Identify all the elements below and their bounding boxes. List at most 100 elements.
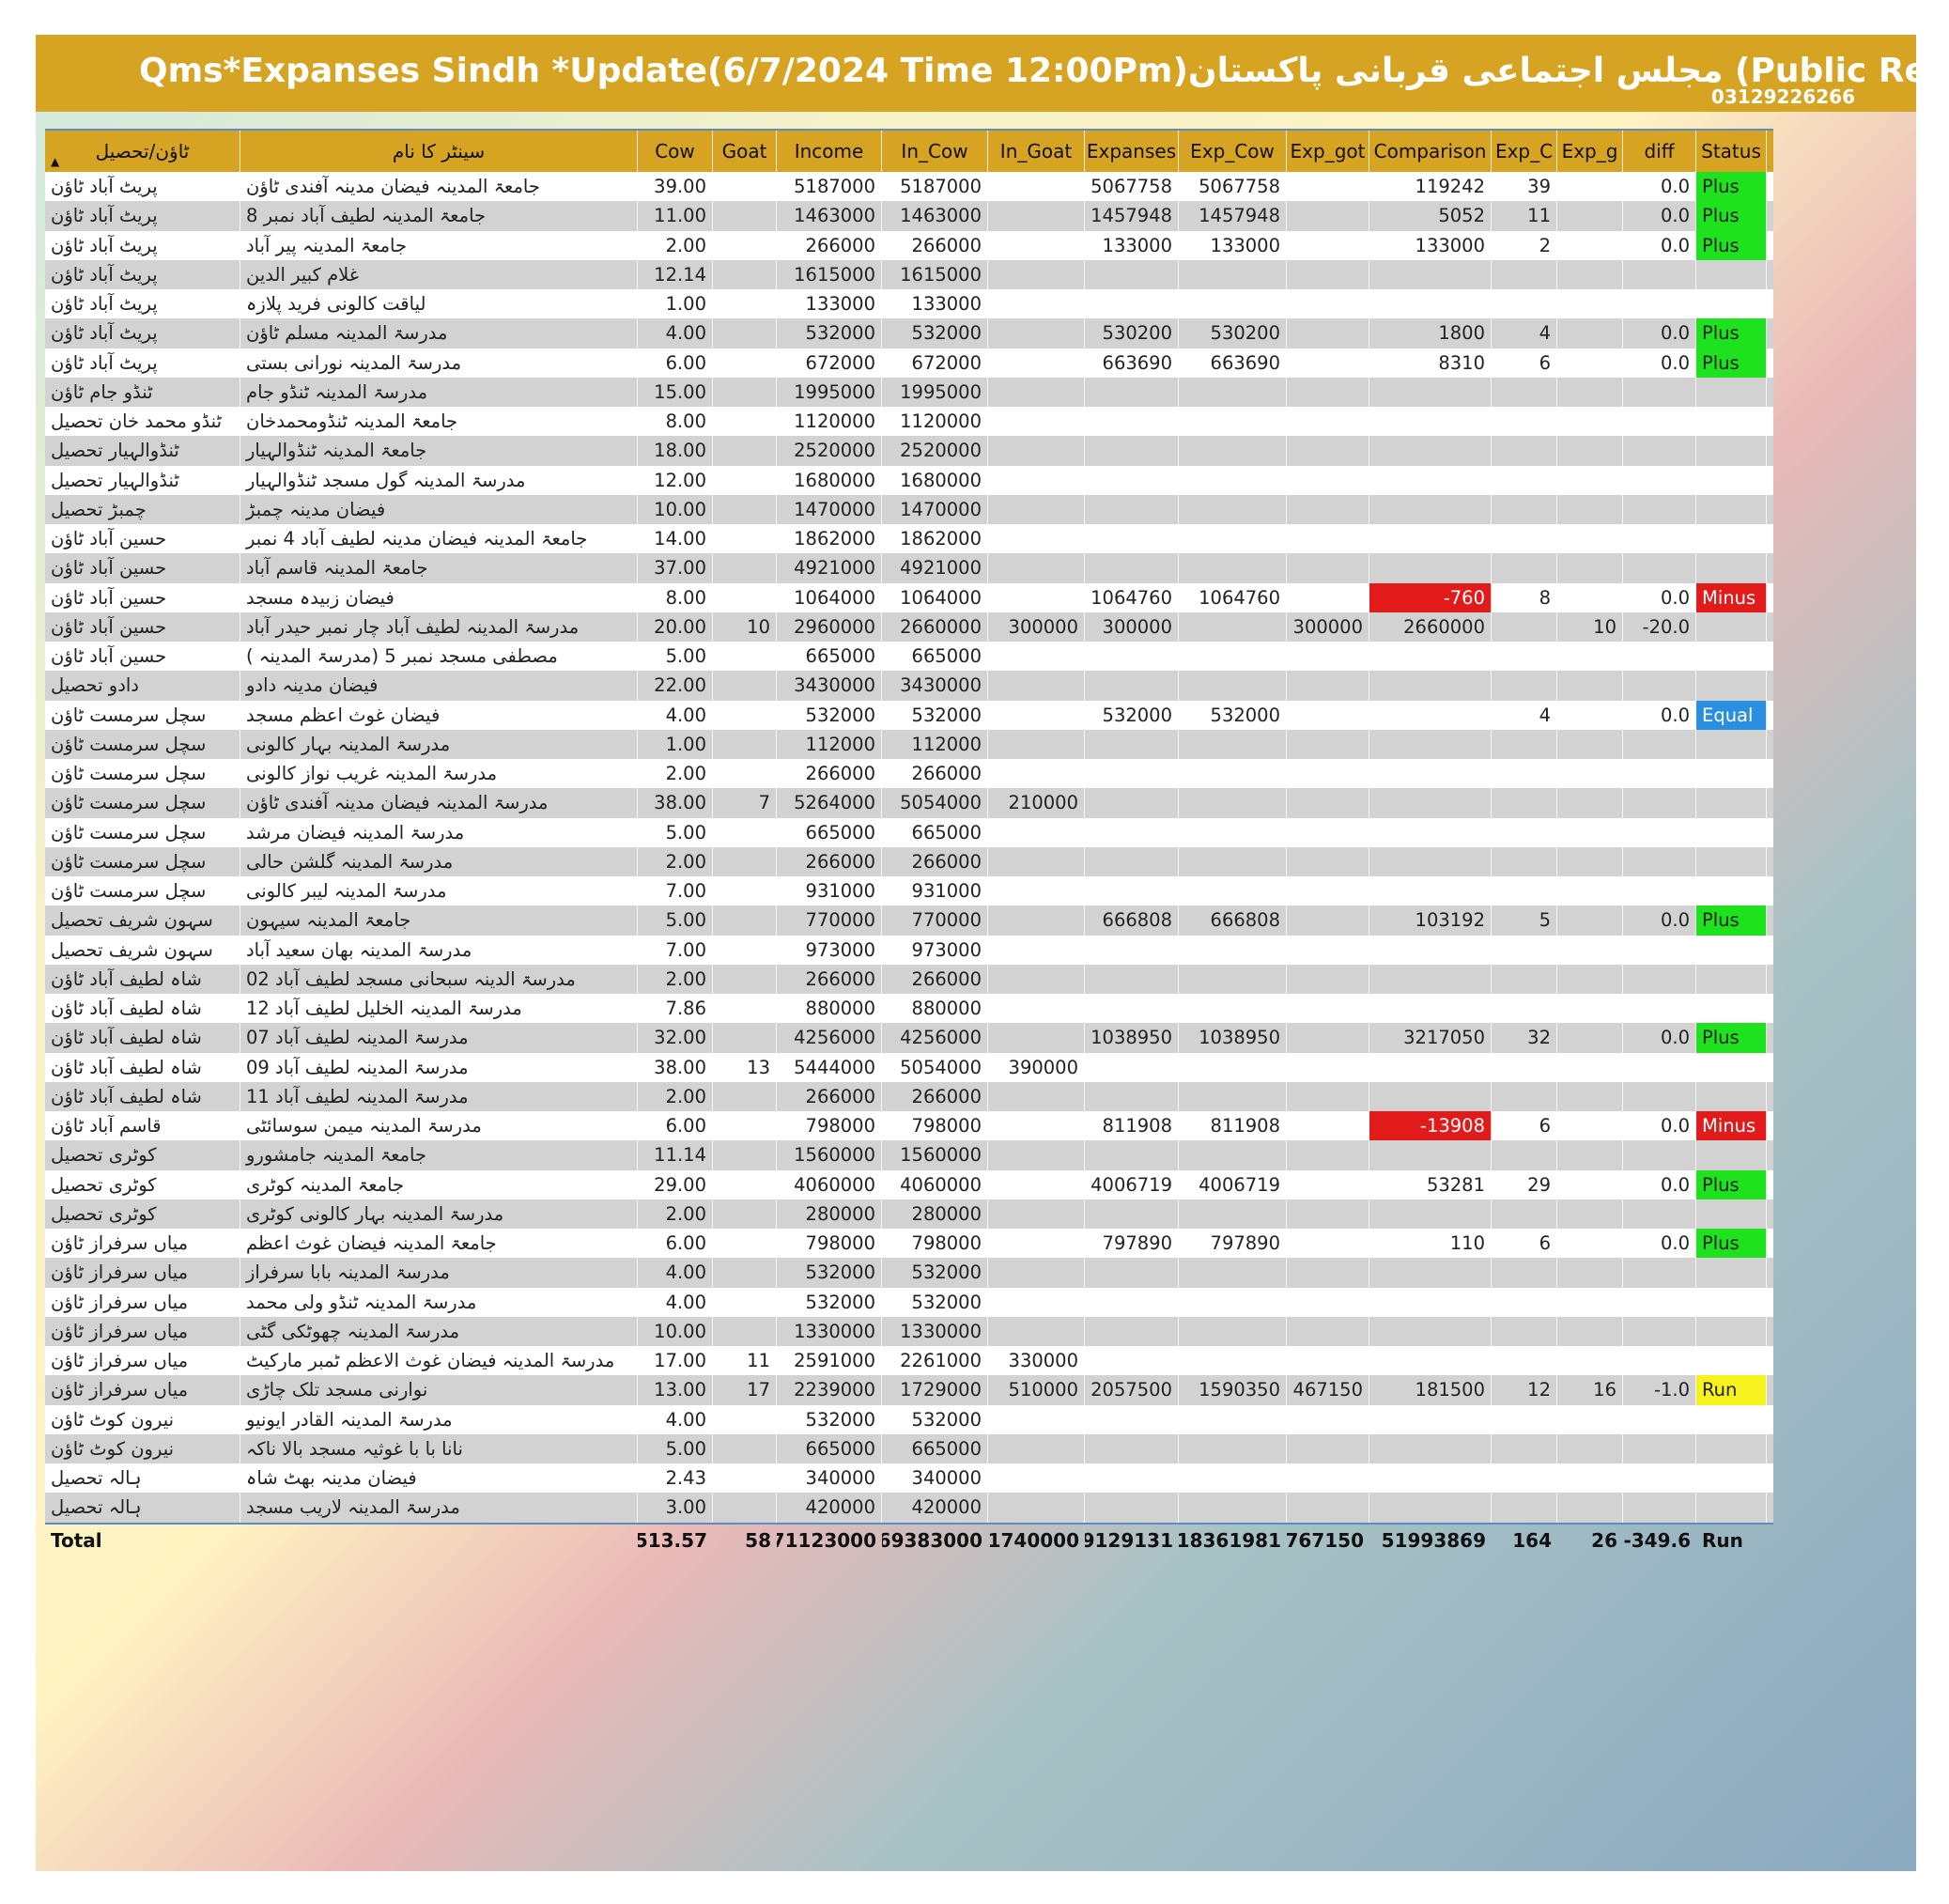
cell-income: 532000 bbox=[777, 1404, 882, 1434]
table-row[interactable]: چمبڑ تحصیل فیضان مدینہ چمبڑ 10.00 1470000 14… bbox=[45, 494, 1773, 524]
table-row[interactable]: قاسم آباد ٹاؤن مدرسۃ المدینہ میمن سوسائٹی… bbox=[45, 1111, 1773, 1141]
table-row[interactable]: میاں سرفراز ٹاؤن جامعۃ المدینہ فیضان غوث … bbox=[45, 1229, 1773, 1259]
table-row[interactable]: میاں سرفراز ٹاؤن مدرسۃ المدینہ ٹنڈو ولی م… bbox=[45, 1287, 1773, 1317]
cell-in-cow: 973000 bbox=[882, 935, 988, 965]
cell-cow: 12.00 bbox=[638, 465, 713, 495]
cell-in-cow: 1862000 bbox=[882, 524, 988, 554]
cell-income: 2239000 bbox=[777, 1375, 882, 1405]
table-row[interactable]: سچل سرمست ٹاؤن مدرسۃ المدینہ فیضان مرشد 5.… bbox=[45, 817, 1773, 847]
column-header-status[interactable]: Status bbox=[1696, 131, 1767, 172]
cell-expanses: 797890 bbox=[1085, 1229, 1179, 1259]
table-row[interactable]: میاں سرفراز ٹاؤن نوارنی مسجد تلک چاڑی 13.0… bbox=[45, 1375, 1773, 1405]
table-row[interactable]: پریٹ آباد ٹاؤن جامعۃ المدینہ پیر آباد 2.00… bbox=[45, 230, 1773, 260]
column-header-diff[interactable]: diff bbox=[1623, 131, 1696, 172]
column-header-exp-g[interactable]: Exp_g bbox=[1557, 131, 1623, 172]
cell-cow: 2.00 bbox=[638, 964, 713, 994]
cell-center-name: مدرسۃ المدینہ فیضان غوث الاعظم ٹمبر مارک… bbox=[240, 1346, 638, 1376]
table-row[interactable]: حسین آباد ٹاؤن فیضان زبیدہ مسجد 8.00 106400… bbox=[45, 582, 1773, 612]
cell-center-name: مدرسۃ المدینہ القادر ایونیو bbox=[240, 1404, 638, 1434]
cell-cow: 3.00 bbox=[638, 1493, 713, 1523]
table-row[interactable]: پریٹ آباد ٹاؤن لیاقت کالونی فرید پلازہ 1.0… bbox=[45, 289, 1773, 319]
column-header-income[interactable]: Income bbox=[777, 131, 882, 172]
table-row[interactable]: سچل سرمست ٹاؤن مدرسۃ المدینہ بہار کالونی 1… bbox=[45, 729, 1773, 759]
cell-exp-got bbox=[1287, 642, 1369, 672]
table-row[interactable]: پریٹ آباد ٹاؤن غلام کبیر الدین 12.14 161500… bbox=[45, 259, 1773, 289]
table-row[interactable]: سہون شریف تحصیل جامعۃ المدینہ سیہون 5.00 77… bbox=[45, 906, 1773, 936]
table-row[interactable]: پریٹ آباد ٹاؤن جامعۃ المدینہ فیضان مدینہ … bbox=[45, 172, 1773, 202]
column-header-center-name[interactable]: سینٹر کا نام bbox=[240, 131, 638, 172]
cell-cow: 22.00 bbox=[638, 671, 713, 701]
cell-expanses bbox=[1085, 876, 1179, 906]
table-row[interactable]: کوٹری تحصیل جامعۃ المدینہ جامشورو 11.14 156… bbox=[45, 1140, 1773, 1170]
cell-exp-c bbox=[1492, 1258, 1557, 1288]
cell-town: ٹنڈوالہیار تحصیل bbox=[45, 436, 240, 466]
cell-exp-g bbox=[1557, 172, 1623, 202]
table-row[interactable]: حسین آباد ٹاؤن مصطفی مسجد نمبر 5 (مدرسۃ ا… bbox=[45, 642, 1773, 672]
cell-comparison: 8310 bbox=[1369, 348, 1492, 378]
cell-diff: 0.0 bbox=[1623, 318, 1696, 348]
table-row[interactable]: میاں سرفراز ٹاؤن مدرسۃ المدینہ چھوٹکی گٹی… bbox=[45, 1316, 1773, 1346]
table-row[interactable]: حسین آباد ٹاؤن جامعۃ المدینہ قاسم آباد 37.… bbox=[45, 553, 1773, 583]
table-row[interactable]: پریٹ آباد ٹاؤن جامعۃ المدینہ لطیف آباد نم… bbox=[45, 201, 1773, 231]
table-row[interactable]: سچل سرمست ٹاؤن مدرسۃ المدینہ لیبر کالونی 7… bbox=[45, 876, 1773, 906]
cell-expanses bbox=[1085, 1052, 1179, 1082]
table-row[interactable]: شاہ لطیف آباد ٹاؤن مدرسۃ المدینہ الخلیل ل… bbox=[45, 994, 1773, 1024]
cell-in-cow: 770000 bbox=[882, 906, 988, 936]
cell-exp-cow bbox=[1179, 1433, 1287, 1463]
table-row[interactable]: حسین آباد ٹاؤن جامعۃ المدینہ فیضان مدینہ … bbox=[45, 524, 1773, 554]
table-row[interactable]: شاہ لطیف آباد ٹاؤن مدرسۃ المدینہ لطیف آبا… bbox=[45, 1081, 1773, 1111]
table-row[interactable]: میاں سرفراز ٹاؤن مدرسۃ المدینہ فیضان غوث … bbox=[45, 1346, 1773, 1376]
cell-in-cow: 665000 bbox=[882, 817, 988, 847]
cell-cow: 15.00 bbox=[638, 377, 713, 407]
table-row[interactable]: سچل سرمست ٹاؤن فیضان غوث اعظم مسجد 4.00 532… bbox=[45, 700, 1773, 730]
table-row[interactable]: نیرون کوٹ ٹاؤن مدرسۃ المدینہ القادر ایونی… bbox=[45, 1404, 1773, 1434]
cell-in-goat bbox=[988, 1169, 1085, 1200]
column-header-town[interactable]: ٹاؤن/تحصیل bbox=[45, 131, 240, 172]
table-row[interactable]: شاہ لطیف آباد ٹاؤن مدرسۃ المدینہ لطیف آبا… bbox=[45, 1052, 1773, 1082]
column-header-exp-c[interactable]: Exp_C bbox=[1492, 131, 1557, 172]
cell-town: چمبڑ تحصیل bbox=[45, 494, 240, 524]
sort-ascending-icon[interactable]: ▲ bbox=[51, 155, 60, 168]
table-row[interactable]: شاہ لطیف آباد ٹاؤن مدرسۃ المدینہ لطیف آبا… bbox=[45, 1023, 1773, 1053]
cell-exp-got bbox=[1287, 1287, 1369, 1317]
table-row[interactable]: ٹنڈو جام ٹاؤن مدرسۃ المدینہ ٹنڈو جام 15.00… bbox=[45, 377, 1773, 407]
column-header-goat[interactable]: Goat bbox=[713, 131, 777, 172]
column-header-in-goat[interactable]: In_Goat bbox=[988, 131, 1085, 172]
cell-in-goat bbox=[988, 201, 1085, 231]
cell-income: 133000 bbox=[777, 289, 882, 319]
table-row[interactable]: کوٹری تحصیل جامعۃ المدینہ کوٹری 29.00 40600… bbox=[45, 1169, 1773, 1200]
cell-in-goat bbox=[988, 1493, 1085, 1523]
column-header-comparison[interactable]: Comparison bbox=[1369, 131, 1492, 172]
table-row[interactable]: ٹنڈو محمد خان تحصیل جامعۃ المدینہ ٹنڈومحم… bbox=[45, 407, 1773, 437]
column-header-cow[interactable]: Cow bbox=[638, 131, 713, 172]
table-row[interactable]: ٹنڈوالہیار تحصیل جامعۃ المدینہ ٹنڈوالہیار… bbox=[45, 436, 1773, 466]
table-row[interactable]: سچل سرمست ٹاؤن مدرسۃ المدینہ گلشن حالی 2.0… bbox=[45, 846, 1773, 876]
cell-status bbox=[1696, 642, 1767, 672]
table-row[interactable]: ہالہ تحصیل فیضان مدینہ بھٹ شاہ 2.43 340000 3… bbox=[45, 1463, 1773, 1494]
table-row[interactable]: سہون شریف تحصیل مدرسۃ المدینہ بھان سعید آ… bbox=[45, 935, 1773, 965]
column-header-expanses[interactable]: Expanses bbox=[1085, 131, 1179, 172]
table-row[interactable]: سچل سرمست ٹاؤن مدرسۃ المدینہ فیضان مدینہ … bbox=[45, 788, 1773, 818]
table-row[interactable]: کوٹری تحصیل مدرسۃ المدینہ بہار کالونی کوٹ… bbox=[45, 1199, 1773, 1229]
table-row[interactable]: میاں سرفراز ٹاؤن مدرسۃ المدینہ بابا سرفرا… bbox=[45, 1258, 1773, 1288]
table-row[interactable]: ٹنڈوالہیار تحصیل مدرسۃ المدینہ گول مسجد ٹ… bbox=[45, 465, 1773, 495]
table-row[interactable]: سچل سرمست ٹاؤن مدرسۃ المدینہ غریب نواز کا… bbox=[45, 759, 1773, 789]
cell-town: نیرون کوٹ ٹاؤن bbox=[45, 1404, 240, 1434]
cell-exp-g bbox=[1557, 1346, 1623, 1376]
table-row[interactable]: ہالہ تحصیل مدرسۃ المدینہ لاریب مسجد 3.00 42… bbox=[45, 1493, 1773, 1523]
table-row[interactable]: حسین آباد ٹاؤن مدرسۃ المدینہ لطیف آباد چا… bbox=[45, 611, 1773, 642]
table-row[interactable]: شاہ لطیف آباد ٹاؤن مدرسۃ الدینہ سبحانی مس… bbox=[45, 964, 1773, 994]
cell-in-goat bbox=[988, 642, 1085, 672]
table-row[interactable]: پریٹ آباد ٹاؤن مدرسۃ المدینہ مسلم ٹاؤن 4.0… bbox=[45, 318, 1773, 348]
column-header-exp-cow[interactable]: Exp_Cow bbox=[1179, 131, 1287, 172]
cell-exp-g bbox=[1557, 436, 1623, 466]
cell-center-name: مدرسۃ المدینہ لیبر کالونی bbox=[240, 876, 638, 906]
column-header-exp-got[interactable]: Exp_got bbox=[1287, 131, 1369, 172]
cell-exp-c: 8 bbox=[1492, 582, 1557, 612]
table-row[interactable]: دادو تحصیل فیضان مدینہ دادو 22.00 3430000 34… bbox=[45, 671, 1773, 701]
table-row[interactable]: پریٹ آباد ٹاؤن مدرسۃ المدینہ نورانی بستی 6… bbox=[45, 348, 1773, 378]
column-header-in-cow[interactable]: In_Cow bbox=[882, 131, 988, 172]
table-row[interactable]: نیرون کوٹ ٹاؤن نانا با با غوثیہ مسجد بالا… bbox=[45, 1433, 1773, 1463]
cell-in-goat: 510000 bbox=[988, 1375, 1085, 1405]
cell-exp-got bbox=[1287, 1229, 1369, 1259]
